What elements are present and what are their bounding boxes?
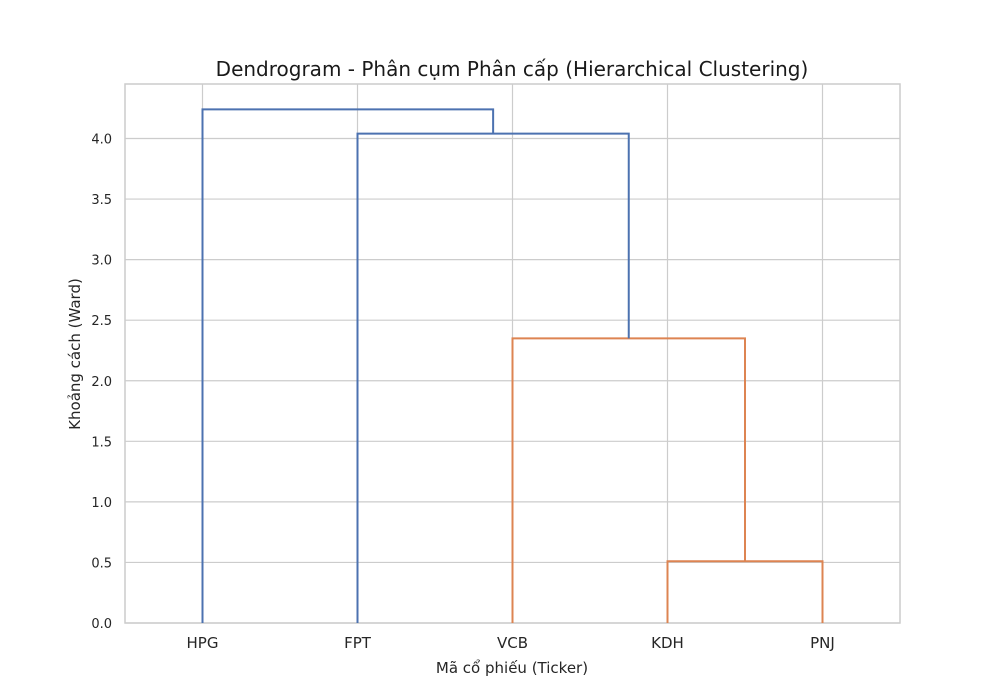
dendrogram-link-1: [666, 560, 824, 623]
y-tick-label: 2.0: [91, 375, 112, 390]
y-tick-label: 1.0: [91, 496, 112, 511]
leaf-label-pnj: PNJ: [810, 634, 835, 652]
y-tick-label: 3.0: [91, 254, 112, 269]
dendrogram-link-2: [511, 337, 746, 623]
leaf-label-kdh: KDH: [651, 634, 684, 652]
leaf-label-hpg: HPG: [187, 634, 219, 652]
dendrogram-link-3: [356, 132, 630, 623]
y-axis-label: Khoảng cách (Ward): [66, 278, 84, 430]
y-tick-label: 1.5: [91, 435, 112, 450]
dendrogram-link-4: [201, 108, 495, 623]
leaf-label-fpt: FPT: [344, 634, 372, 652]
x-tick-labels: HPG FPT VCB KDH PNJ: [187, 634, 835, 652]
leaf-label-vcb: VCB: [497, 634, 528, 652]
link-layer: [201, 108, 824, 623]
chart-title: Dendrogram - Phân cụm Phân cấp (Hierarch…: [216, 57, 809, 81]
y-tick-label: 3.5: [91, 193, 112, 208]
y-tick-label: 2.5: [91, 314, 112, 329]
y-tick-label: 0.5: [91, 556, 112, 571]
y-tick-label: 4.0: [91, 133, 112, 148]
y-tick-labels: 0.0 0.5 1.0 1.5 2.0 2.5 3.0 3.5 4.0: [91, 133, 112, 632]
y-tick-label: 0.0: [91, 617, 112, 632]
x-axis-label: Mã cổ phiếu (Ticker): [436, 659, 588, 677]
